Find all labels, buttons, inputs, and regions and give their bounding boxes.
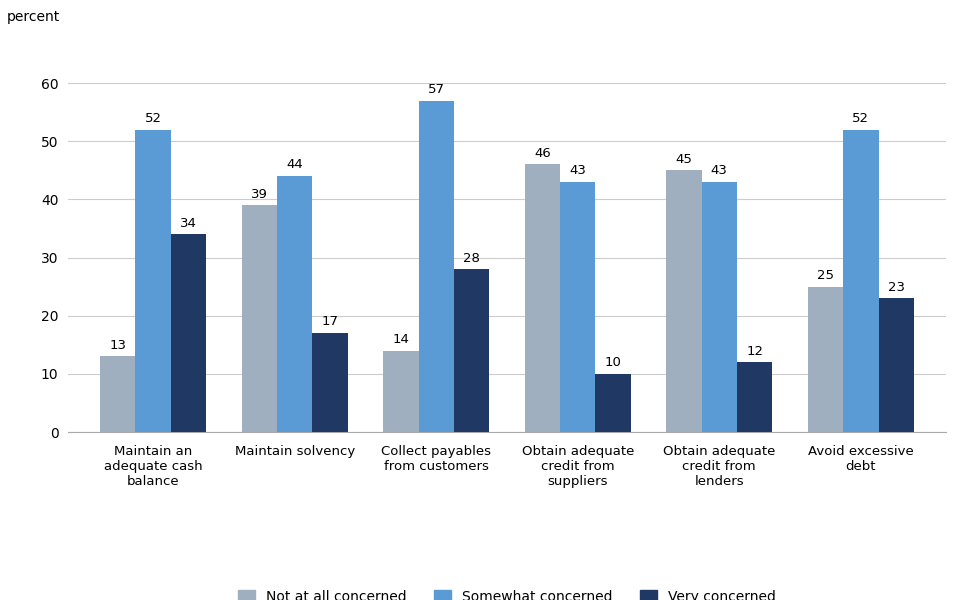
Text: 45: 45 <box>676 152 692 166</box>
Bar <box>525 164 560 432</box>
Bar <box>100 356 136 432</box>
Bar <box>242 205 277 432</box>
Text: 13: 13 <box>109 339 127 352</box>
Legend: Not at all concerned, Somewhat concerned, Very concerned: Not at all concerned, Somewhat concerned… <box>231 583 783 600</box>
Text: 17: 17 <box>322 316 338 328</box>
Bar <box>807 287 843 432</box>
Text: 52: 52 <box>144 112 162 125</box>
Bar <box>666 170 702 432</box>
Text: 57: 57 <box>428 83 445 96</box>
Bar <box>702 182 737 432</box>
Text: 14: 14 <box>392 333 410 346</box>
Bar <box>312 333 348 432</box>
Bar <box>383 350 418 432</box>
Text: 43: 43 <box>711 164 727 177</box>
Bar <box>171 234 207 432</box>
Text: 10: 10 <box>604 356 622 369</box>
Text: 34: 34 <box>180 217 197 230</box>
Bar <box>878 298 914 432</box>
Text: 46: 46 <box>534 147 551 160</box>
Text: 52: 52 <box>852 112 870 125</box>
Text: 39: 39 <box>251 188 268 200</box>
Text: 25: 25 <box>817 269 834 282</box>
Text: 23: 23 <box>887 281 905 293</box>
Text: percent: percent <box>7 10 60 24</box>
Bar <box>737 362 772 432</box>
Bar <box>843 130 878 432</box>
Bar <box>596 374 631 432</box>
Text: 28: 28 <box>463 251 480 265</box>
Bar <box>418 101 454 432</box>
Bar <box>560 182 596 432</box>
Bar <box>454 269 489 432</box>
Text: 44: 44 <box>287 158 303 172</box>
Text: 12: 12 <box>746 344 763 358</box>
Bar <box>277 176 312 432</box>
Bar <box>136 130 171 432</box>
Text: 43: 43 <box>569 164 586 177</box>
